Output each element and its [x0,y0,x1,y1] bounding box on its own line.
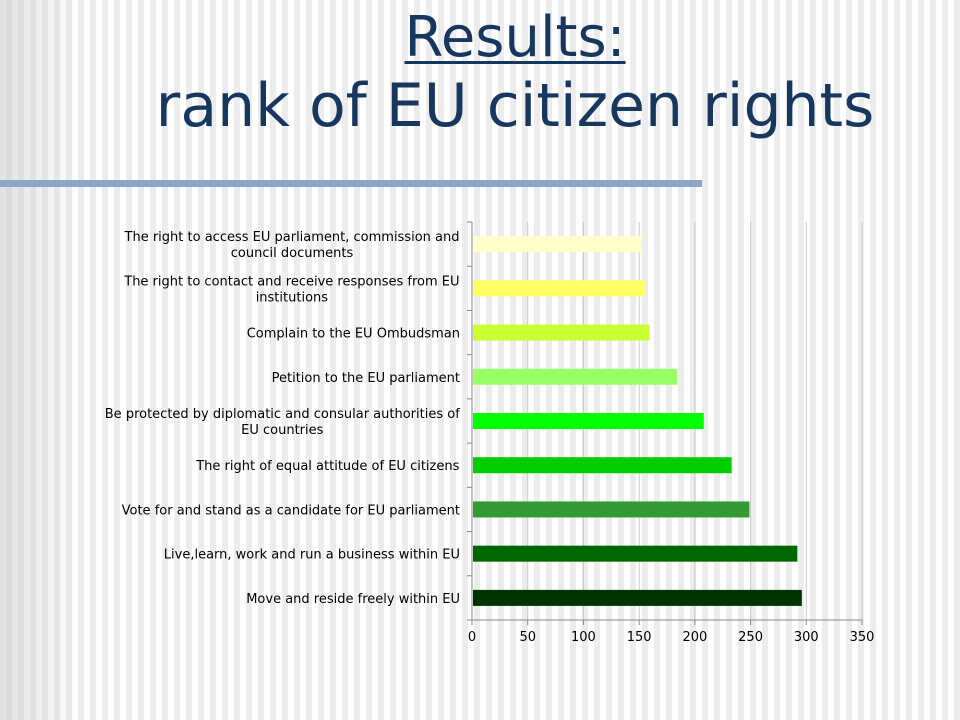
bar [473,589,802,606]
bar [473,457,732,474]
bar [473,236,642,253]
bar [473,368,678,385]
background-fade [0,0,80,720]
slide-title: Results: rank of EU citizen rights [0,6,960,142]
category-label: The right to contact and receive respons… [123,274,459,305]
x-tick-label: 100 [571,630,596,645]
category-label: The right of equal attitude of EU citize… [195,459,459,474]
axes [467,221,863,625]
category-label: Live,learn, work and run a business with… [164,548,460,563]
bar [473,501,750,518]
title-divider [0,180,702,187]
x-tick-label: 0 [468,630,476,645]
category-label: Complain to the EU Ombudsman [247,327,460,342]
bar [473,280,645,297]
x-tick-label: 350 [850,630,875,645]
title-line-1: Results: [404,5,626,70]
category-label: Move and reside freely within EU [246,592,460,607]
bar [473,413,704,429]
category-label: Be protected by diplomatic and consular … [105,407,460,438]
title-line-2: rank of EU citizen rights [155,71,875,141]
x-tick-label: 250 [738,630,763,645]
category-labels: The right to access EU parliament, commi… [105,230,460,607]
tick-labels: 0 50 100 150 200 250 300 350 [468,630,875,645]
bars [473,236,802,606]
bar [473,324,650,341]
bar [473,545,798,562]
x-tick-label: 150 [627,630,652,645]
category-label: The right to access EU parliament, commi… [124,230,460,261]
x-tick-label: 50 [519,630,536,645]
category-label: Petition to the EU parliament [272,371,460,386]
category-label: Vote for and stand as a candidate for EU… [122,503,460,518]
x-tick-label: 300 [794,630,819,645]
x-tick-label: 200 [682,630,707,645]
